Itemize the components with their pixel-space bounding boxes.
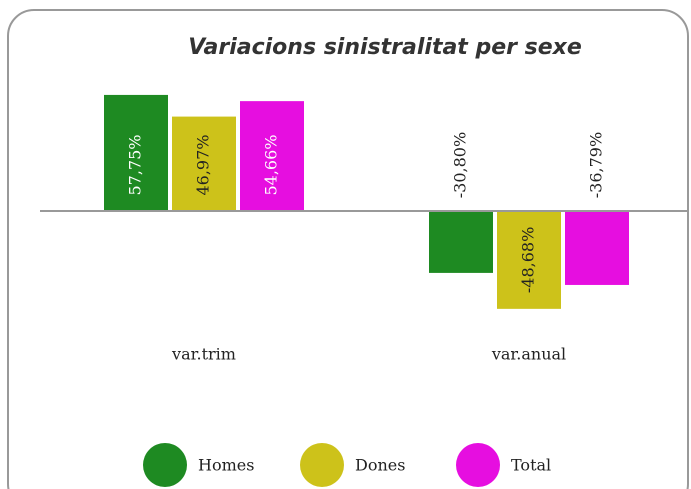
value-label: -48,68%: [519, 227, 538, 293]
bar: [429, 211, 493, 273]
x-tick-label: var.trim: [171, 345, 236, 364]
value-label: 46,97%: [194, 134, 213, 195]
legend-marker: [300, 443, 344, 487]
value-label: -36,79%: [587, 132, 606, 198]
bar: [497, 211, 561, 309]
legend-marker: [456, 443, 500, 487]
legend-label: Homes: [198, 456, 254, 475]
legend-label: Dones: [355, 456, 405, 475]
value-label: 54,66%: [262, 134, 281, 195]
bar: [240, 101, 304, 211]
bar: [104, 94, 168, 211]
bar: [172, 116, 236, 211]
legend-label: Total: [511, 456, 551, 475]
value-label: -30,80%: [451, 132, 470, 198]
chart-title: Variacions sinistralitat per sexe: [188, 35, 582, 60]
value-label: 57,75%: [126, 134, 145, 195]
legend-marker: [143, 443, 187, 487]
bar: [565, 211, 629, 285]
x-tick-label: var.anual: [491, 345, 566, 364]
